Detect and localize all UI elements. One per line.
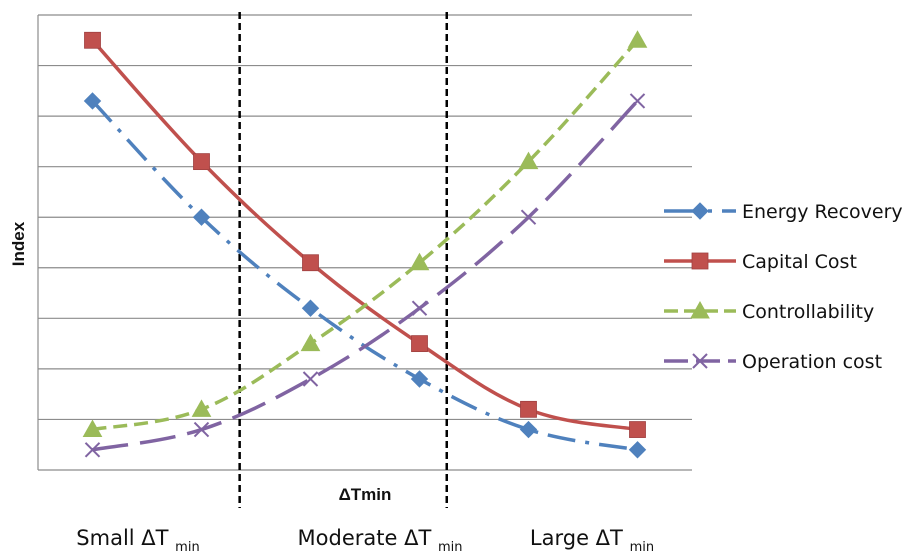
data-point (690, 300, 710, 319)
legend-label: Operation cost (742, 351, 882, 373)
legend-label: Energy Recovery (742, 201, 903, 223)
region-label: Small ΔT min (76, 526, 199, 554)
region-dividers (238, 12, 448, 508)
data-point (192, 208, 211, 226)
legend-item: Energy Recovery (664, 201, 903, 223)
region-label: Large ΔT min (530, 526, 654, 554)
legend-label: Capital Cost (742, 251, 857, 273)
data-point (302, 371, 319, 387)
grid-lines (37, 14, 692, 471)
legend: Energy Recovery Capital Cost Controllabili… (664, 201, 903, 373)
region-labels: Small ΔT min Moderate ΔT min Large ΔT min (76, 526, 654, 554)
data-point (410, 370, 429, 388)
legend-item: Controllability (664, 300, 874, 323)
data-point (691, 252, 709, 270)
series-layer (82, 30, 648, 459)
series-operation-cost (84, 93, 646, 458)
series-line (91, 39, 638, 432)
y-axis-title: Index (9, 221, 28, 266)
data-point (629, 93, 646, 109)
data-point (518, 151, 539, 170)
data-point (302, 254, 319, 272)
data-point (411, 335, 428, 353)
x-axis-title: ΔTmin (339, 485, 392, 504)
data-point (84, 31, 101, 49)
legend-item: Operation cost (664, 351, 882, 373)
series-line (91, 99, 638, 452)
data-point (628, 441, 647, 459)
data-point (519, 420, 538, 439)
data-point (84, 442, 101, 458)
data-point (193, 421, 210, 438)
data-point (692, 353, 708, 369)
series-capital-cost (84, 31, 646, 438)
data-point (520, 400, 537, 418)
series-line (92, 39, 639, 432)
data-point (300, 333, 321, 352)
data-point (411, 300, 428, 316)
data-point (629, 421, 646, 438)
series-line (92, 99, 639, 452)
data-point (409, 252, 430, 271)
data-point (193, 153, 210, 171)
series-energy-recovery (83, 92, 647, 459)
data-point (691, 202, 709, 220)
series-controllability (82, 30, 648, 438)
data-point (301, 299, 320, 317)
data-point (82, 419, 103, 438)
data-point (520, 209, 537, 225)
data-point (627, 30, 648, 48)
data-point (83, 92, 102, 110)
legend-item: Capital Cost (664, 251, 857, 273)
legend-label: Controllability (742, 301, 874, 323)
data-point (191, 399, 212, 417)
region-label: Moderate ΔT min (298, 526, 463, 554)
